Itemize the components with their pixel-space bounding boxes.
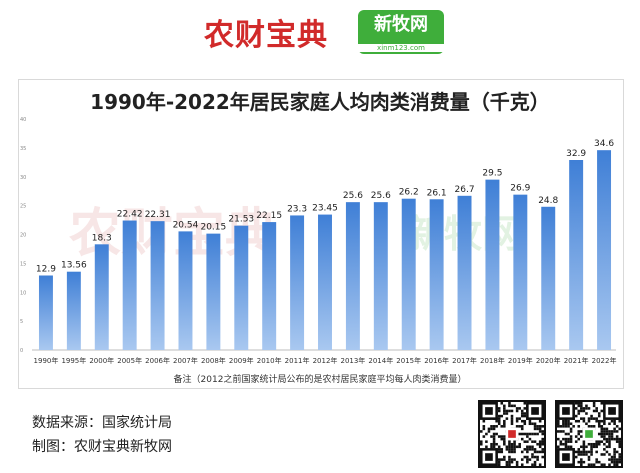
- bar: [66, 271, 81, 350]
- bar: [150, 221, 165, 350]
- data-label: 20.15: [200, 223, 226, 233]
- data-label: 21.53: [228, 215, 254, 225]
- data-label: 12.9: [36, 265, 56, 275]
- data-label: 25.6: [343, 191, 363, 201]
- bar: [318, 214, 332, 350]
- data-label: 23.45: [312, 204, 338, 214]
- bar: [457, 195, 472, 350]
- y-tick-label: 0: [20, 348, 23, 354]
- data-label: 26.7: [455, 185, 475, 195]
- bar: [178, 231, 193, 350]
- data-label: 24.8: [538, 196, 558, 206]
- bar: [569, 160, 584, 350]
- x-tick-label: 2016年: [424, 356, 449, 365]
- x-tick-label: 2000年: [89, 356, 114, 365]
- data-label: 22.31: [145, 210, 171, 220]
- bar: [429, 199, 444, 350]
- chart-maker: 制图：农财宝典新牧网: [32, 439, 172, 455]
- y-tick-label: 15: [20, 261, 26, 267]
- x-tick-label: 2020年: [536, 356, 561, 365]
- data-label: 25.6: [371, 191, 391, 201]
- bar: [206, 233, 221, 350]
- bar: [38, 275, 53, 350]
- x-tick-label: 2011年: [285, 356, 310, 365]
- y-tick-label: 20: [20, 233, 26, 239]
- y-tick-label: 30: [20, 175, 26, 181]
- bar: [94, 244, 109, 350]
- data-label: 34.6: [594, 139, 614, 149]
- data-label: 29.5: [482, 169, 502, 179]
- brand-logo-nongcai: 农财宝典: [204, 18, 328, 53]
- x-tick-label: 2010年: [257, 356, 282, 365]
- data-label: 32.9: [566, 149, 586, 159]
- chart-footnote: 备注（2012之前国家统计局公布的是农村居民家庭平均每人肉类消费量）: [173, 375, 467, 385]
- brand-logo-xinmu-text: 新牧网: [374, 14, 428, 35]
- x-tick-label: 1995年: [61, 356, 86, 365]
- bar: [597, 150, 612, 350]
- bar: [290, 215, 305, 350]
- y-tick-label: 5: [20, 319, 23, 325]
- qr-code-icon[interactable]: [478, 400, 546, 468]
- x-tick-label: 2013年: [340, 356, 365, 365]
- x-tick-label: 2017年: [452, 356, 477, 365]
- bar: [513, 194, 528, 350]
- x-tick-label: 2022年: [592, 356, 617, 365]
- x-tick-label: 2014年: [368, 356, 393, 365]
- y-tick-label: 10: [20, 290, 26, 296]
- data-label: 26.1: [427, 188, 447, 198]
- bar: [401, 198, 416, 350]
- chart-title: 1990年-2022年居民家庭人均肉类消费量（千克）: [90, 90, 550, 114]
- data-label: 22.15: [256, 211, 282, 221]
- data-label: 23.3: [287, 204, 307, 214]
- data-label: 26.2: [399, 188, 419, 198]
- x-tick-label: 2012年: [313, 356, 338, 365]
- x-tick-label: 2021年: [564, 356, 589, 365]
- bar: [122, 220, 137, 350]
- x-tick-label: 2019年: [508, 356, 533, 365]
- y-tick-label: 40: [20, 117, 26, 123]
- x-tick-label: 2006年: [145, 356, 170, 365]
- bar: [262, 222, 277, 350]
- x-tick-label: 2009年: [229, 356, 254, 365]
- data-label: 26.9: [510, 184, 530, 194]
- x-tick-label: 2015年: [396, 356, 421, 365]
- bar: [345, 202, 360, 350]
- y-tick-label: 35: [20, 146, 26, 152]
- bar: [485, 179, 500, 350]
- bar-chart: 农财宝典新牧网051015202530354012.91990年13.56199…: [20, 117, 617, 365]
- data-label: 20.54: [173, 220, 199, 230]
- bar: [541, 206, 556, 350]
- x-tick-label: 2018年: [480, 356, 505, 365]
- qr-code-icon[interactable]: [555, 400, 623, 468]
- brand-logo-xinmu-site: xinm123.com: [358, 44, 444, 52]
- y-tick-label: 25: [20, 204, 26, 210]
- bar: [373, 202, 388, 350]
- brand-logo-xinmu: 新牧网 xinm123.com: [358, 10, 444, 54]
- data-label: 18.3: [92, 233, 112, 243]
- x-tick-label: 2007年: [173, 356, 198, 365]
- bar: [234, 225, 249, 350]
- x-tick-label: 2005年: [117, 356, 142, 365]
- data-label: 22.42: [117, 210, 143, 220]
- data-source: 数据来源：国家统计局: [32, 415, 172, 431]
- x-tick-label: 1990年: [34, 356, 59, 365]
- data-label: 13.56: [61, 261, 87, 271]
- x-tick-label: 2008年: [201, 356, 226, 365]
